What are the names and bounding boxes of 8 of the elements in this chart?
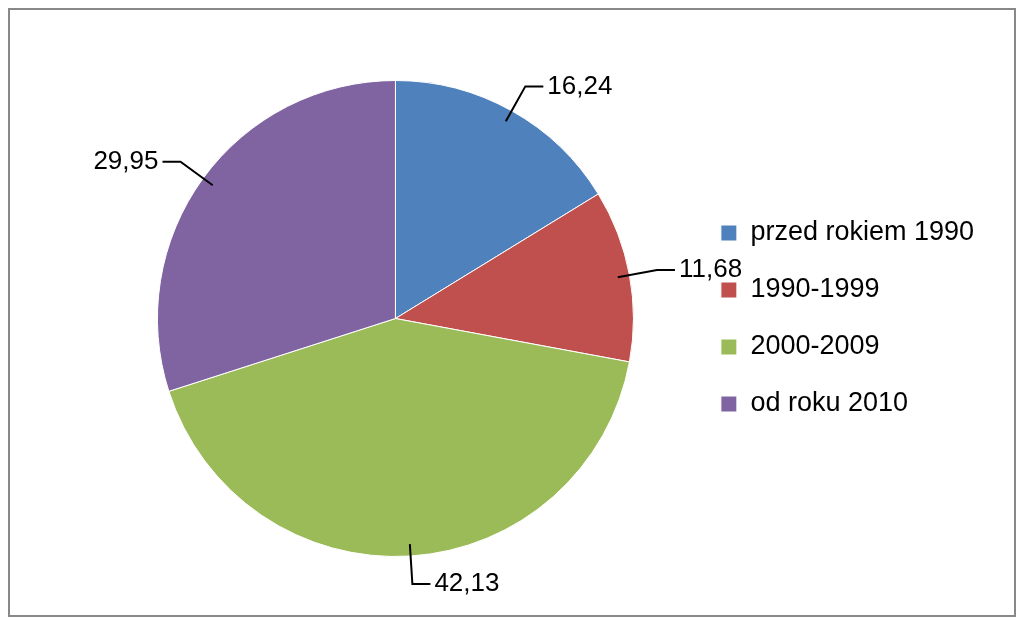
data-label: 16,24: [547, 69, 613, 100]
data-label: 11,68: [678, 253, 743, 284]
data-label: 42,13: [434, 567, 500, 598]
legend-label: 1990-1999: [750, 273, 880, 304]
legend-label: od roku 2010: [750, 387, 908, 418]
data-label: 29,95: [93, 144, 159, 175]
legend-label: 2000-2009: [750, 330, 880, 361]
legend-label: przed rokiem 1990: [750, 216, 974, 247]
